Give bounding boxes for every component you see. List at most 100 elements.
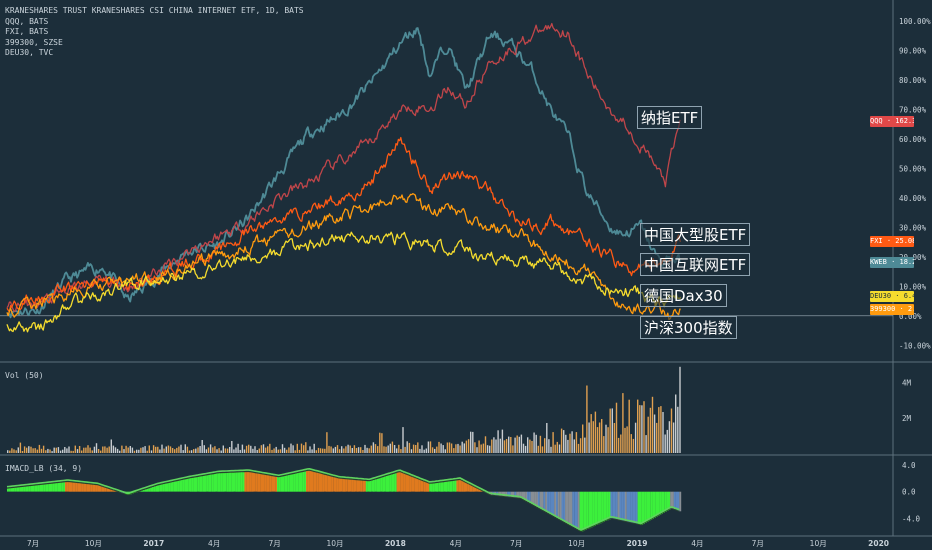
volume-bar <box>514 437 516 453</box>
volume-bar <box>518 436 520 453</box>
imacd-bar <box>306 471 308 492</box>
imacd-bar <box>213 473 216 492</box>
imacd-bar <box>94 484 96 492</box>
imacd-bar <box>92 484 95 492</box>
legend-kweb[interactable]: KRANESHARES TRUST KRANESHARES CSI CHINA … <box>5 6 304 15</box>
volume-bar <box>176 447 178 453</box>
imacd-bar <box>409 475 412 492</box>
volume-bar <box>400 449 402 453</box>
volume-bar <box>32 448 34 453</box>
imacd-bar <box>248 471 250 492</box>
volume-bar <box>235 447 237 453</box>
imacd-bar <box>335 477 337 492</box>
imacd-bar <box>646 491 649 522</box>
imacd-bar <box>351 479 354 492</box>
volume-bar <box>459 445 461 453</box>
imacd-bar <box>215 473 218 492</box>
volume-bar <box>662 412 664 453</box>
volume-bar <box>169 446 172 453</box>
imacd-bar <box>313 471 316 492</box>
volume-bar <box>609 408 611 453</box>
imacd-bar <box>583 491 586 531</box>
volume-bar <box>396 448 398 453</box>
volume-bar <box>637 399 639 453</box>
volume-bar <box>72 450 74 453</box>
imacd-bar <box>298 472 301 492</box>
imacd-bar <box>197 476 200 492</box>
imacd-bar <box>438 482 441 492</box>
volume-bar <box>573 439 575 453</box>
volume-bar <box>201 440 203 453</box>
imacd-signal-line <box>6 467 680 531</box>
imacd-bar <box>150 487 152 492</box>
imacd-bar <box>469 484 471 492</box>
imacd-bar <box>209 474 212 492</box>
volume-bar <box>478 440 480 453</box>
imacd-label[interactable]: IMACD_LB (34, 9) <box>5 464 83 473</box>
imacd-bar <box>55 482 58 492</box>
volume-bar <box>144 446 146 453</box>
volume-bar <box>42 445 45 453</box>
volume-bar <box>353 445 356 453</box>
imacd-bar <box>425 482 428 492</box>
volume-bar <box>155 446 157 453</box>
volume-bar <box>343 448 345 453</box>
volume-bar <box>588 422 590 453</box>
imacd-bar <box>345 478 348 492</box>
imacd-bar <box>141 490 143 492</box>
imacd-bar <box>358 480 361 492</box>
volume-bar <box>362 450 364 453</box>
volume-bar <box>133 450 136 453</box>
volume-bar <box>406 441 408 453</box>
volume-bar <box>622 393 624 453</box>
y-tick-label: 10.00% <box>899 282 927 291</box>
volume-bar <box>444 449 446 453</box>
volume-bar <box>15 450 17 453</box>
volume-bar <box>470 431 472 453</box>
imacd-bar <box>677 491 680 511</box>
imacd-bar <box>624 491 627 522</box>
volume-bar <box>341 446 343 453</box>
volume-bar <box>463 443 465 453</box>
volume-bar <box>649 407 652 453</box>
volume-bar <box>296 443 298 453</box>
imacd-bar <box>412 476 415 492</box>
volume-bar <box>220 450 222 453</box>
imacd-bar <box>385 476 388 492</box>
legend-fxi[interactable]: FXI, BATS <box>5 27 49 37</box>
volume-bar <box>383 446 385 453</box>
legend-qqq[interactable]: QQQ, BATS <box>5 16 49 26</box>
volume-bar <box>345 446 347 453</box>
volume-bar <box>338 449 341 453</box>
volume-bar <box>398 444 400 453</box>
imacd-bar <box>579 491 582 531</box>
imacd-bar <box>452 480 455 492</box>
legend-399300[interactable]: 399300, SZSE <box>5 37 63 47</box>
volume-bar <box>258 448 260 453</box>
volume-bar <box>248 444 250 453</box>
imacd-bar <box>458 479 461 492</box>
imacd-bar <box>170 482 172 492</box>
x-tick-label: 4月 <box>450 539 462 548</box>
imacd-bar <box>505 491 508 497</box>
imacd-bar <box>612 491 615 519</box>
imacd-bar <box>371 480 374 492</box>
volume-bar <box>571 431 573 453</box>
volume-bar <box>21 451 24 453</box>
volume-bar <box>300 443 303 453</box>
imacd-bar <box>217 473 220 492</box>
volume-bar <box>457 443 459 453</box>
legend-deu30[interactable]: DEU30, TVC <box>5 48 54 58</box>
volume-bar <box>524 445 527 453</box>
volume-bar <box>286 449 288 453</box>
imacd-bar <box>152 487 154 492</box>
volume-bar <box>17 447 19 453</box>
volume-bar <box>123 449 125 453</box>
volume-bar <box>493 437 495 453</box>
volume-label[interactable]: Vol (50) <box>5 371 44 380</box>
volume-bar <box>95 443 98 453</box>
imacd-bar <box>10 487 13 492</box>
volume-bar <box>417 442 419 453</box>
imacd-bar <box>244 471 247 492</box>
